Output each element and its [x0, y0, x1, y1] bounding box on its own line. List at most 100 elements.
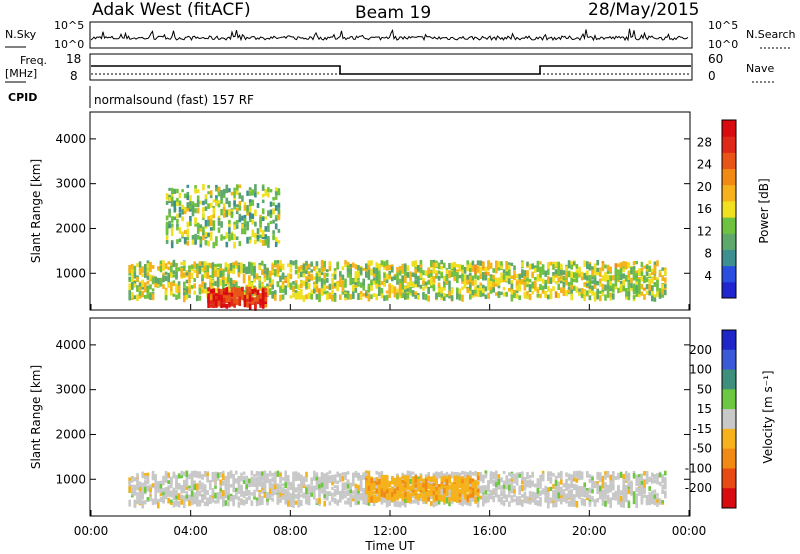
velocity-cell: [398, 477, 402, 483]
velocity-cell: [274, 488, 277, 492]
velocity-cell: [274, 471, 277, 479]
velocity-cell: [500, 485, 503, 491]
velocity-cell: [328, 491, 332, 496]
velocity-cell: [409, 496, 412, 503]
x-tick-label: 04:00: [173, 524, 208, 538]
power-cell: [372, 293, 376, 297]
power-cell: [414, 295, 417, 299]
velocity-cell: [593, 481, 597, 486]
power-cell: [344, 284, 347, 288]
velocity-cell: [544, 485, 547, 490]
power-cell: [471, 260, 475, 266]
power-cell: [281, 284, 285, 290]
power-cell: [162, 260, 165, 266]
velocity-cell: [456, 496, 459, 503]
velocity-cell: [523, 491, 527, 495]
power-cell: [253, 262, 256, 267]
velocity-cell: [375, 481, 379, 486]
power-cell: [383, 295, 386, 302]
velocity-cell: [531, 480, 534, 487]
power-cell: [427, 280, 430, 285]
velocity-cell: [237, 490, 241, 494]
power-cell: [146, 274, 150, 280]
velocity-cell: [284, 470, 287, 478]
velocity-cell: [180, 484, 183, 490]
power-cell: [172, 259, 176, 267]
power-cell: [157, 279, 160, 285]
velocity-cell: [471, 481, 475, 488]
power-cell: [536, 265, 540, 272]
velocity-cell: [222, 473, 225, 481]
power-cell: [544, 291, 547, 299]
velocity-cell: [170, 476, 173, 484]
power-cell: [248, 206, 252, 213]
power-cell: [246, 236, 249, 244]
velocity-cell: [214, 500, 217, 504]
velocity-cell: [617, 491, 620, 496]
power-cell: [243, 214, 247, 221]
power-cell: [578, 271, 581, 277]
power-cell: [466, 287, 469, 294]
power-cell: [404, 271, 407, 276]
velocity-cell: [630, 489, 633, 496]
power-cell: [614, 274, 618, 281]
power-cell: [215, 299, 218, 305]
velocity-cell: [320, 488, 324, 494]
velocity-cell: [505, 479, 508, 485]
velocity-cell: [591, 480, 594, 487]
velocity-cell: [502, 492, 506, 498]
velocity-cell: [318, 494, 321, 498]
velocity-cell: [435, 501, 438, 507]
velocity-cell: [417, 478, 420, 484]
power-cell: [656, 285, 659, 291]
power-cell: [185, 286, 189, 291]
power-cell: [246, 295, 249, 299]
power-cell: [225, 187, 229, 194]
power-cell: [320, 271, 324, 276]
velocity-cell: [271, 486, 274, 494]
power-cell: [254, 232, 257, 239]
power-cell: [222, 203, 226, 211]
power-cell: [268, 270, 272, 278]
power-cell: [643, 265, 646, 269]
power-cell: [640, 283, 644, 289]
velocity-cell: [409, 486, 412, 491]
velocity-cell: [323, 483, 326, 489]
velocity-cell: [578, 485, 581, 490]
power-cell: [367, 273, 371, 280]
velocity-cell: [266, 478, 269, 484]
power-cell: [201, 274, 204, 280]
station-title: Adak West (fitACF): [92, 0, 251, 20]
velocity-cell: [315, 485, 319, 491]
power-cell: [380, 260, 384, 266]
power-cell: [354, 275, 358, 282]
power-colorbar-tick: 28: [697, 135, 712, 149]
power-cell: [245, 268, 248, 275]
velocity-cell: [279, 483, 282, 488]
velocity-cell: [385, 498, 389, 504]
velocity-cell: [365, 483, 368, 491]
velocity-colorbar-swatch: [722, 369, 736, 390]
velocity-cell: [523, 499, 527, 504]
power-cell: [401, 282, 404, 290]
power-cell: [217, 288, 221, 293]
power-cell: [336, 282, 339, 288]
power-cell: [222, 210, 226, 214]
velocity-cell: [219, 488, 222, 492]
power-cell: [653, 294, 657, 298]
velocity-cell: [656, 476, 659, 484]
velocity-cell: [536, 483, 540, 491]
velocity-cell: [466, 486, 470, 493]
power-cell: [233, 206, 236, 210]
power-cell: [658, 272, 662, 277]
velocity-cell: [419, 491, 423, 499]
power-cell: [411, 290, 415, 297]
velocity-cell: [476, 488, 480, 493]
power-cell: [474, 279, 477, 286]
velocity-cell: [479, 495, 482, 500]
velocity-cell: [292, 493, 295, 500]
x-axis-label: Time UT: [364, 539, 415, 553]
power-cell: [237, 271, 241, 278]
velocity-cell: [344, 494, 347, 499]
velocity-cell: [313, 488, 316, 495]
